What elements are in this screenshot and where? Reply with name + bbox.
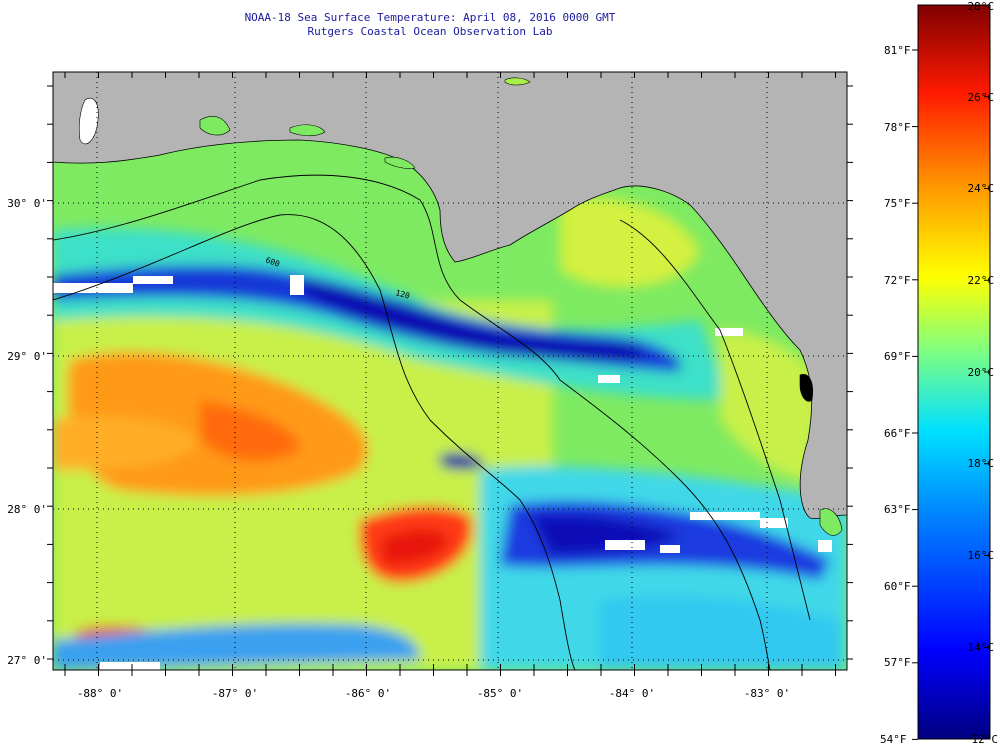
isobath-label-120: 120 <box>394 288 410 300</box>
lon-label-85: -85° 0' <box>477 687 523 700</box>
colorbar-c-26: 26°C <box>968 91 995 104</box>
lon-label-88: -88° 0' <box>77 687 123 700</box>
colorbar-gradient <box>917 4 991 740</box>
colorbar-c-16: 16°C <box>968 549 995 562</box>
colorbar-c-18: 18°C <box>968 457 995 470</box>
map-title: NOAA-18 Sea Surface Temperature: April 0… <box>244 11 616 24</box>
lat-label-28: 28° 0' <box>7 503 47 516</box>
longitude-labels: -88° 0' -87° 0' -86° 0' -85° 0' -84° 0' … <box>77 687 790 700</box>
colorbar-c-24: 24°C <box>968 182 995 195</box>
land <box>53 72 847 519</box>
colorbar-c-14: 14°C <box>968 641 995 654</box>
colorbar-f-63: 63°F <box>884 503 911 516</box>
cloud-mask <box>53 275 832 670</box>
map-subtitle: Rutgers Coastal Ocean Observation Lab <box>307 25 553 38</box>
colorbar-c-28: 28°C <box>968 0 995 13</box>
colorbar-f-60: 60°F <box>884 580 911 593</box>
colorbar-f-75: 75°F <box>884 197 911 210</box>
sst-map: 600 120 <box>53 72 847 670</box>
lat-label-30: 30° 0' <box>7 197 47 210</box>
colorbar-f-81: 81°F <box>884 44 911 57</box>
inland-water <box>78 77 843 536</box>
colorbar-f-69: 69°F <box>884 350 911 363</box>
latitude-labels: 30° 0' 29° 0' 28° 0' 27° 0' <box>7 197 47 667</box>
isobaths <box>53 174 811 670</box>
colorbar: 28°C 26°C 24°C 22°C 20°C 18°C 16°C 14°C … <box>880 0 998 746</box>
lon-label-86: -86° 0' <box>345 687 391 700</box>
colorbar-c-20: 20°C <box>968 366 995 379</box>
lon-label-83: -83° 0' <box>744 687 790 700</box>
lon-label-84: -84° 0' <box>609 687 655 700</box>
map-frame <box>52 71 848 671</box>
colorbar-f-78: 78°F <box>884 121 911 134</box>
colorbar-c-12: 12°C <box>972 733 999 746</box>
colorbar-f-54: 54°F <box>880 733 907 746</box>
axis-ticks <box>47 72 853 676</box>
lat-label-29: 29° 0' <box>7 350 47 363</box>
lat-label-27: 27° 0' <box>7 654 47 667</box>
lon-label-87: -87° 0' <box>212 687 258 700</box>
colorbar-c-22: 22°C <box>968 274 995 287</box>
colorbar-f-57: 57°F <box>884 656 911 669</box>
colorbar-f-72: 72°F <box>884 274 911 287</box>
colorbar-f-66: 66°F <box>884 427 911 440</box>
